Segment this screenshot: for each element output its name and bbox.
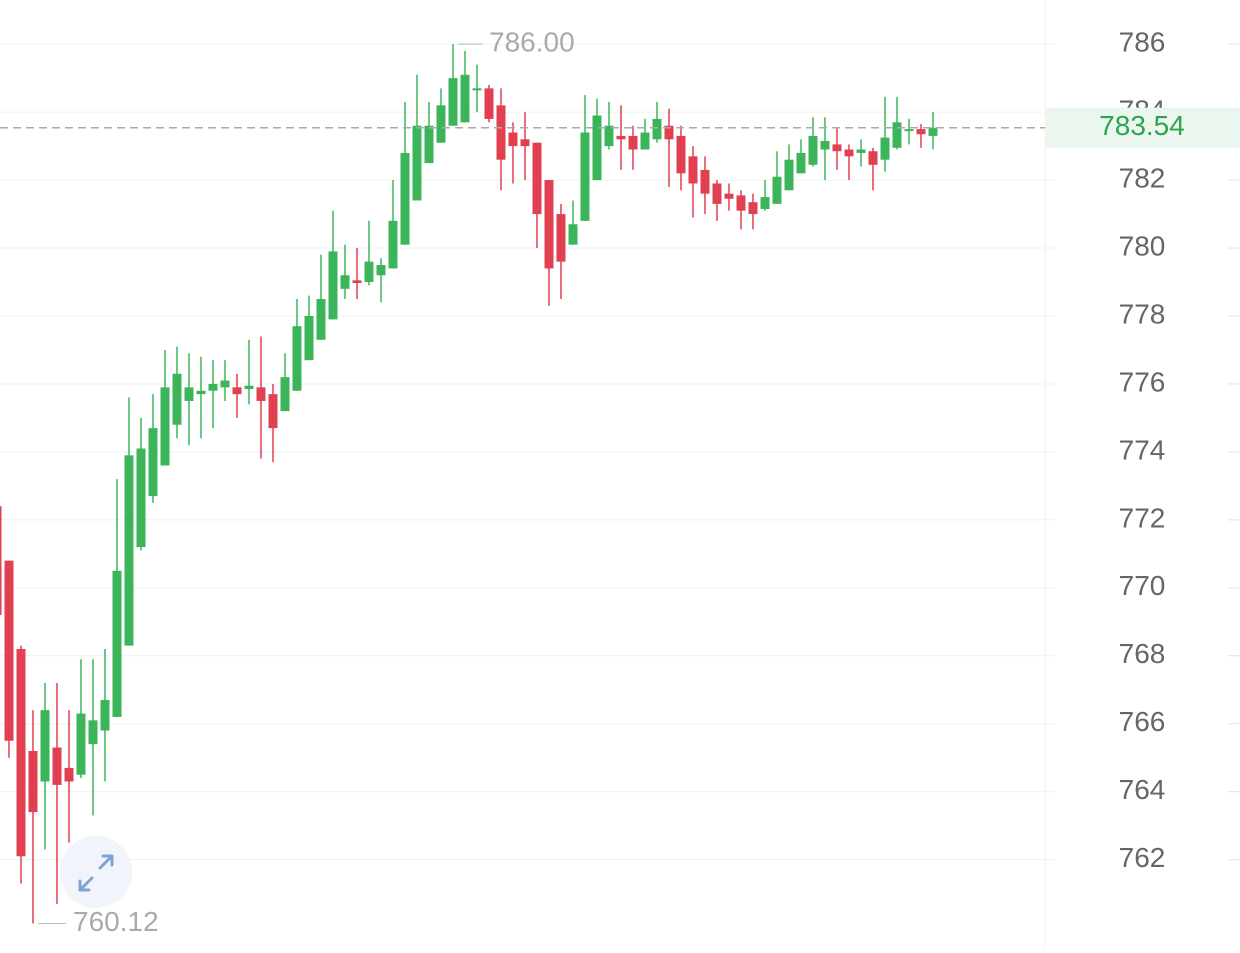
candle-body (376, 265, 386, 276)
candle-body (340, 275, 350, 289)
candle-body (196, 390, 206, 395)
y-tick-label: 762 (1119, 842, 1166, 873)
candle-body (484, 88, 494, 119)
candle-body (256, 387, 266, 401)
candle-body (664, 125, 674, 140)
candle-body (160, 387, 170, 466)
y-tick-label: 768 (1119, 638, 1166, 669)
candle-body (760, 197, 770, 209)
candle-body (364, 261, 374, 283)
candle-body (736, 195, 746, 211)
candle-body (52, 747, 62, 785)
candle-body (436, 105, 446, 143)
candle-body (280, 377, 290, 412)
candle-body (628, 135, 638, 150)
candle-body (232, 387, 242, 395)
candle-body (460, 74, 470, 123)
candle-body (832, 144, 842, 152)
y-tick-label: 778 (1119, 298, 1166, 329)
candle-body (532, 142, 542, 215)
last-price-label: 783.54 (1099, 110, 1185, 141)
candle-body (796, 152, 806, 174)
candle-body (544, 180, 554, 269)
y-tick-label: 782 (1119, 162, 1166, 193)
candle-body (0, 506, 2, 616)
candle-body (604, 125, 614, 147)
candle-body (388, 220, 398, 269)
candle-body (352, 280, 362, 284)
candle-body (724, 193, 734, 199)
candle-body (112, 570, 122, 717)
last-price-tag (1045, 107, 1240, 148)
candle-body (712, 183, 722, 204)
candle-body (676, 135, 686, 174)
candle-body (868, 151, 878, 165)
candle-body (220, 380, 230, 388)
candle-body (652, 118, 662, 140)
candle-body (244, 385, 254, 390)
candle-body (172, 373, 182, 425)
candle-body (904, 129, 914, 132)
candle-body (808, 135, 818, 165)
y-tick-label: 780 (1119, 230, 1166, 261)
candle-body (496, 105, 506, 160)
candle-body (592, 115, 602, 181)
candle-body (88, 720, 98, 745)
candle-body (124, 455, 134, 646)
candle-body (916, 129, 926, 135)
y-tick-label: 776 (1119, 366, 1166, 397)
candle-body (784, 159, 794, 191)
candle-body (40, 710, 50, 782)
candle-body (304, 316, 314, 361)
candle-body (880, 137, 890, 160)
candle-body (700, 169, 710, 194)
candle-body (520, 139, 530, 147)
candle-body (28, 750, 38, 813)
candle-body (292, 326, 302, 391)
candle-body (556, 214, 566, 262)
candle-body (184, 387, 194, 401)
candle-body (580, 132, 590, 221)
candle-body (844, 149, 854, 157)
y-tick-label: 770 (1119, 570, 1166, 601)
low-label: 760.12 (73, 906, 159, 937)
candle-body (148, 428, 158, 497)
candle-body (856, 149, 866, 153)
y-tick-label: 774 (1119, 434, 1166, 465)
candle-body (16, 648, 26, 857)
y-tick-label: 772 (1119, 502, 1166, 533)
candle-body (400, 152, 410, 245)
candle-body (508, 132, 518, 147)
high-label: 786.00 (489, 27, 575, 58)
candle-body (424, 125, 434, 164)
candle-body (4, 560, 14, 741)
expand-icon[interactable] (60, 836, 132, 908)
candle-body (640, 132, 650, 150)
candle-body (820, 141, 830, 150)
candle-body (448, 78, 458, 126)
candle-body (616, 135, 626, 140)
candle-body (688, 156, 698, 184)
candle-body (268, 394, 278, 429)
candle-body (472, 88, 482, 91)
candle-body (328, 251, 338, 320)
candle-body (772, 176, 782, 204)
candle-body (748, 202, 758, 215)
candle-body (412, 125, 422, 201)
candle-body (76, 713, 86, 775)
candle-body (208, 383, 218, 391)
candle-body (928, 127, 938, 136)
y-tick-label: 786 (1119, 27, 1166, 58)
candle-body (100, 699, 110, 731)
candle-body (64, 767, 74, 782)
y-tick-label: 766 (1119, 706, 1166, 737)
candle-body (316, 299, 326, 340)
candle-body (568, 224, 578, 245)
candle-body (892, 122, 902, 148)
candle-body (136, 448, 146, 548)
y-tick-label: 764 (1119, 774, 1166, 805)
